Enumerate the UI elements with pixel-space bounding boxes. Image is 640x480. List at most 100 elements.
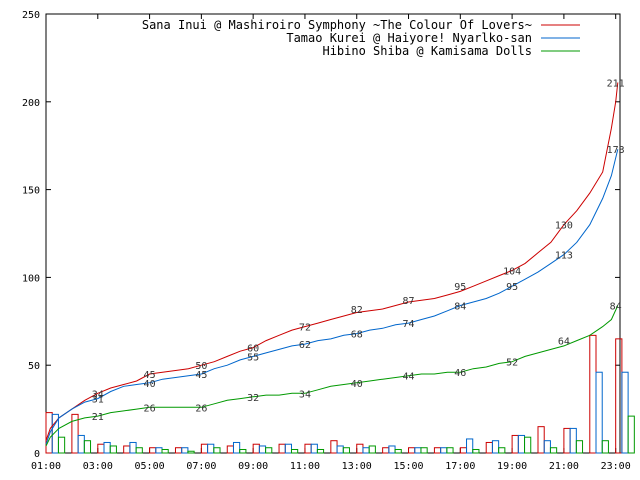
x-tick-label: 17:00 <box>445 461 475 472</box>
hourly-bar <box>414 447 422 454</box>
hourly-bar <box>109 445 117 454</box>
data-label: 211 <box>607 78 625 89</box>
data-label: 62 <box>299 340 311 351</box>
hourly-bar <box>71 413 79 454</box>
data-label: 31 <box>92 395 104 406</box>
series-line <box>45 149 619 445</box>
data-label: 74 <box>403 319 415 330</box>
cumulative-lines <box>45 82 619 447</box>
hourly-bar <box>187 450 195 454</box>
legend-label: Sana Inui @ Mashiroiro Symphony ~The Col… <box>142 18 532 32</box>
hourly-bar <box>304 443 312 454</box>
x-tick-label: 07:00 <box>186 461 216 472</box>
hourly-bar <box>446 447 454 454</box>
hourly-bar <box>485 441 493 454</box>
hourly-bar <box>252 443 260 454</box>
data-label: 45 <box>144 370 156 381</box>
data-label: 130 <box>555 221 573 232</box>
legend-label: Hibino Shiba @ Kamisama Dolls <box>322 44 532 58</box>
data-label: 87 <box>403 296 415 307</box>
hourly-bar <box>382 447 390 454</box>
hourly-bar <box>408 447 416 454</box>
hourly-bar <box>97 443 105 454</box>
data-label: 40 <box>144 379 156 390</box>
y-tick-label: 100 <box>22 273 40 284</box>
x-tick-label: 13:00 <box>342 461 372 472</box>
x-tick-label: 09:00 <box>238 461 268 472</box>
hourly-bar <box>83 440 92 454</box>
data-label: 84 <box>610 301 622 312</box>
legend: Sana Inui @ Mashiroiro Symphony ~The Col… <box>142 18 580 58</box>
x-tick-label: 03:00 <box>83 461 113 472</box>
hourly-bar <box>589 334 597 454</box>
hourly-bar <box>472 448 480 454</box>
data-label: 173 <box>607 145 625 156</box>
series-line <box>45 305 619 447</box>
data-label: 68 <box>351 330 363 341</box>
data-label: 26 <box>195 403 207 414</box>
hourly-bar <box>155 447 163 454</box>
data-label: 45 <box>195 370 207 381</box>
hourly-bar <box>459 447 468 454</box>
hourly-bar <box>563 427 571 454</box>
hourly-bar <box>316 448 325 454</box>
hourly-bar <box>200 443 209 454</box>
data-label: 52 <box>506 358 518 369</box>
hourly-bar <box>123 445 131 454</box>
hourly-bar <box>161 448 169 454</box>
hourly-bar <box>388 445 396 454</box>
hourly-bar <box>627 415 635 454</box>
plot-frame <box>45 13 621 454</box>
hourly-bar <box>103 441 111 454</box>
legend-label: Tamao Kurei @ Haiyore! Nyarlko-san <box>286 31 532 45</box>
hourly-bar <box>524 436 532 454</box>
hourly-bar <box>330 440 338 454</box>
y-tick-label: 200 <box>22 98 40 109</box>
hourly-bar <box>517 434 526 454</box>
data-label: 44 <box>403 372 415 383</box>
data-label: 50 <box>195 361 207 372</box>
x-tick-label: 19:00 <box>497 461 527 472</box>
x-tick-label: 05:00 <box>135 461 165 472</box>
data-label: 104 <box>503 266 521 277</box>
hourly-bar <box>174 447 183 454</box>
hourly-bar <box>537 426 545 454</box>
hourly-bar <box>51 413 59 454</box>
hourly-bar <box>440 447 448 454</box>
hourly-bar <box>466 438 474 454</box>
hourly-bar <box>149 447 157 454</box>
hourly-bar <box>511 434 519 454</box>
hourly-bar <box>601 440 609 454</box>
hourly-bar <box>543 440 551 454</box>
data-label: 34 <box>92 389 104 400</box>
data-label: 95 <box>506 282 518 293</box>
hourly-bar <box>278 443 286 454</box>
hourly-bar <box>433 447 442 454</box>
hourly-bar <box>615 338 623 454</box>
hourly-bar <box>258 445 267 454</box>
hourly-bar <box>595 371 603 454</box>
data-label: 55 <box>247 352 259 363</box>
hourly-bar <box>394 448 402 454</box>
data-label: 32 <box>247 393 259 404</box>
hourly-bar <box>356 443 364 454</box>
hourly-bar <box>420 447 428 454</box>
hourly-bar <box>284 443 292 454</box>
hourly-bar <box>239 448 247 454</box>
hourly-bar <box>491 440 500 454</box>
hourly-bar <box>575 440 584 454</box>
data-label: 26 <box>144 403 156 414</box>
hourly-bars <box>45 334 635 454</box>
data-label: 72 <box>299 323 311 334</box>
hourly-bar <box>569 427 577 454</box>
hourly-bar <box>290 448 299 454</box>
data-label: 95 <box>454 282 466 293</box>
hourly-bar <box>549 447 558 454</box>
hourly-bar <box>498 447 506 454</box>
y-tick-label: 0 <box>34 449 40 460</box>
hourly-bar <box>368 445 376 454</box>
data-labels: 3445506072828795104130211314045556268748… <box>92 78 625 423</box>
data-label: 46 <box>454 368 466 379</box>
data-label: 60 <box>247 344 259 355</box>
